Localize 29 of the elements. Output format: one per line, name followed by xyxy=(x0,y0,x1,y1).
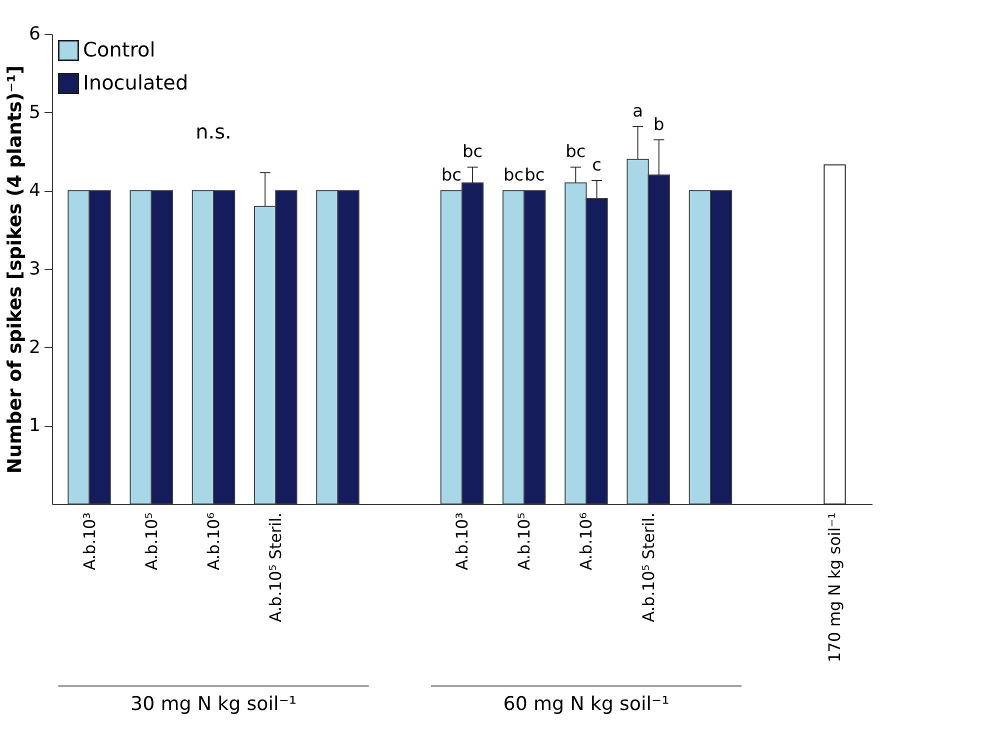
x-tick-label: 170 mg N kg soil⁻¹ xyxy=(825,512,844,662)
x-tick-label: A.b.10³ xyxy=(80,512,99,570)
annotation: n.s. xyxy=(196,120,232,144)
x-tick-label: A.b.10⁶ xyxy=(204,512,224,570)
x-tick-label: A.b.10⁶ xyxy=(576,512,596,570)
data-label: bc xyxy=(441,166,462,186)
y-tick-label: 4 xyxy=(29,180,40,202)
y-tick-label: 3 xyxy=(29,258,40,280)
data-label: b xyxy=(654,114,664,135)
x-tick-label: A.b.10⁵ xyxy=(142,512,161,570)
legend-label: Control xyxy=(83,38,156,62)
data-label: bc xyxy=(503,166,524,186)
data-label: bc xyxy=(524,166,545,186)
x-tick-label: A.b.10⁵ Steril. xyxy=(266,512,286,622)
data-label: bc xyxy=(566,142,586,162)
text: 60 mg N kg soil⁻¹ xyxy=(503,693,670,715)
legend-label: Inoculated xyxy=(83,70,188,94)
y-tick-label: 1 xyxy=(29,415,40,436)
y-tick-label: 5 xyxy=(29,102,40,123)
y-axis-title: Number of spikes [spikes (4 plants)⁻¹] xyxy=(4,65,26,474)
text: 30 mg N kg soil⁻¹ xyxy=(130,693,296,715)
y-tick-label: 6 xyxy=(29,24,40,44)
data-label: bc xyxy=(462,142,483,162)
x-tick-label: A.b.10³ xyxy=(452,512,472,570)
x-tick-label: A.b.10⁵ xyxy=(514,512,534,570)
data-label: a xyxy=(632,101,644,122)
x-tick-label: A.b.10⁵ Steril. xyxy=(638,512,658,622)
y-tick-label: 2 xyxy=(29,336,40,358)
data-label: c xyxy=(592,155,602,176)
